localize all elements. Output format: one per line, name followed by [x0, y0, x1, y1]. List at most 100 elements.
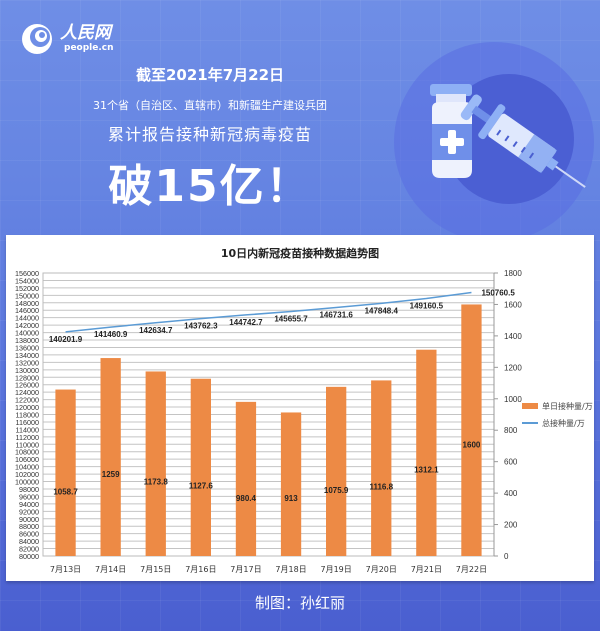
svg-text:1800: 1800 [504, 269, 522, 278]
svg-text:82000: 82000 [19, 545, 39, 554]
svg-text:140201.9: 140201.9 [49, 335, 83, 344]
svg-text:400: 400 [504, 489, 518, 498]
svg-text:800: 800 [504, 426, 518, 435]
svg-text:144000: 144000 [15, 314, 39, 323]
svg-text:0: 0 [504, 552, 509, 561]
date-line: 截至2021年7月22日 [135, 66, 285, 84]
bar [416, 349, 437, 556]
sub-line: 31个省（自治区、直辖市）和新疆生产建设兵团 [93, 99, 327, 112]
svg-text:1200: 1200 [504, 363, 522, 372]
svg-text:145655.7: 145655.7 [274, 315, 308, 324]
svg-text:148000: 148000 [15, 299, 39, 308]
svg-text:7月19日: 7月19日 [321, 565, 352, 574]
svg-text:7月18日: 7月18日 [275, 565, 306, 574]
svg-text:1173.8: 1173.8 [144, 477, 169, 486]
svg-text:98000: 98000 [19, 485, 39, 494]
svg-text:140000: 140000 [15, 329, 39, 338]
bar [145, 371, 166, 556]
logo-en-text: people.cn [64, 43, 114, 53]
svg-text:143762.3: 143762.3 [184, 322, 218, 331]
svg-text:147848.4: 147848.4 [365, 306, 399, 315]
svg-text:1127.6: 1127.6 [189, 481, 214, 490]
svg-text:142634.7: 142634.7 [139, 326, 173, 335]
svg-text:142000: 142000 [15, 321, 39, 330]
svg-text:80000: 80000 [19, 552, 39, 561]
svg-text:1058.7: 1058.7 [53, 487, 78, 496]
svg-text:152000: 152000 [15, 284, 39, 293]
svg-text:136000: 136000 [15, 343, 39, 352]
vaccine-vial-and-syringe-icon [430, 84, 586, 188]
svg-text:86000: 86000 [19, 530, 39, 539]
bar [280, 412, 302, 556]
svg-text:980.4: 980.4 [236, 494, 257, 503]
svg-text:913: 913 [284, 494, 298, 503]
svg-text:90000: 90000 [19, 515, 39, 524]
svg-text:96000: 96000 [19, 492, 39, 501]
svg-text:106000: 106000 [15, 455, 39, 464]
svg-text:7月15日: 7月15日 [140, 565, 171, 574]
logo-cn-text: 人民网 [60, 23, 111, 43]
svg-text:102000: 102000 [15, 470, 39, 479]
svg-text:7月20日: 7月20日 [366, 565, 397, 574]
svg-text:84000: 84000 [19, 537, 39, 546]
svg-text:126000: 126000 [15, 381, 39, 390]
svg-text:7月17日: 7月17日 [230, 565, 261, 574]
svg-text:144742.7: 144742.7 [229, 318, 263, 327]
combo-chart: 8000082000840008600088000900009200094000… [15, 269, 593, 574]
chart-title: 10日内新冠疫苗接种数据趋势图 [220, 247, 380, 260]
svg-text:92000: 92000 [19, 507, 39, 516]
svg-text:130000: 130000 [15, 366, 39, 375]
svg-text:112000: 112000 [16, 433, 39, 442]
svg-text:146000: 146000 [15, 306, 39, 315]
svg-text:146731.6: 146731.6 [319, 311, 353, 320]
credit-line: 制图：孙红丽 [254, 594, 345, 612]
bar [55, 389, 76, 556]
svg-text:1600: 1600 [504, 300, 522, 309]
svg-text:149160.5: 149160.5 [410, 301, 444, 310]
svg-text:7月14日: 7月14日 [95, 565, 126, 574]
svg-text:110000: 110000 [16, 440, 39, 449]
bar [326, 386, 347, 556]
svg-text:150000: 150000 [15, 291, 39, 300]
svg-text:132000: 132000 [15, 358, 39, 367]
main-line: 累计报告接种新冠病毒疫苗 [107, 125, 312, 144]
svg-text:124000: 124000 [15, 388, 39, 397]
svg-text:100000: 100000 [15, 478, 39, 487]
bar [190, 378, 211, 556]
svg-text:104000: 104000 [15, 463, 39, 472]
svg-text:94000: 94000 [19, 500, 39, 509]
svg-text:7月13日: 7月13日 [50, 565, 81, 574]
svg-text:108000: 108000 [15, 448, 39, 457]
svg-text:141460.9: 141460.9 [94, 330, 128, 339]
svg-text:总接种量/万: 总接种量/万 [542, 418, 585, 428]
svg-text:7月16日: 7月16日 [185, 565, 216, 574]
svg-text:116000: 116000 [16, 418, 39, 427]
svg-text:134000: 134000 [15, 351, 39, 360]
svg-text:单日接种量/万: 单日接种量/万 [542, 401, 593, 411]
svg-text:138000: 138000 [15, 336, 39, 345]
svg-text:1075.9: 1075.9 [324, 486, 349, 495]
svg-text:114000: 114000 [16, 425, 39, 434]
svg-text:120000: 120000 [15, 403, 39, 412]
svg-text:150760.5: 150760.5 [481, 289, 515, 298]
bar [371, 380, 392, 556]
big-headline: 破15亿！ [108, 161, 312, 212]
svg-text:88000: 88000 [19, 522, 39, 531]
svg-text:7月22日: 7月22日 [456, 565, 487, 574]
chart-panel: 10日内新冠疫苗接种数据趋势图 80000 82000 84000 86000 8800… [6, 235, 594, 581]
svg-text:154000: 154000 [15, 276, 39, 285]
bar [235, 401, 257, 556]
svg-text:1600: 1600 [463, 441, 481, 450]
logo-icon [20, 22, 54, 56]
bar [100, 358, 121, 556]
svg-text:1116.8: 1116.8 [369, 482, 393, 491]
svg-text:600: 600 [504, 458, 518, 467]
svg-text:1000: 1000 [504, 395, 522, 404]
bar [461, 304, 482, 556]
svg-text:1259: 1259 [102, 470, 120, 479]
svg-text:128000: 128000 [15, 373, 39, 382]
svg-text:7月21日: 7月21日 [411, 565, 442, 574]
svg-text:1312.1: 1312.1 [414, 466, 439, 475]
svg-text:1400: 1400 [504, 332, 522, 341]
